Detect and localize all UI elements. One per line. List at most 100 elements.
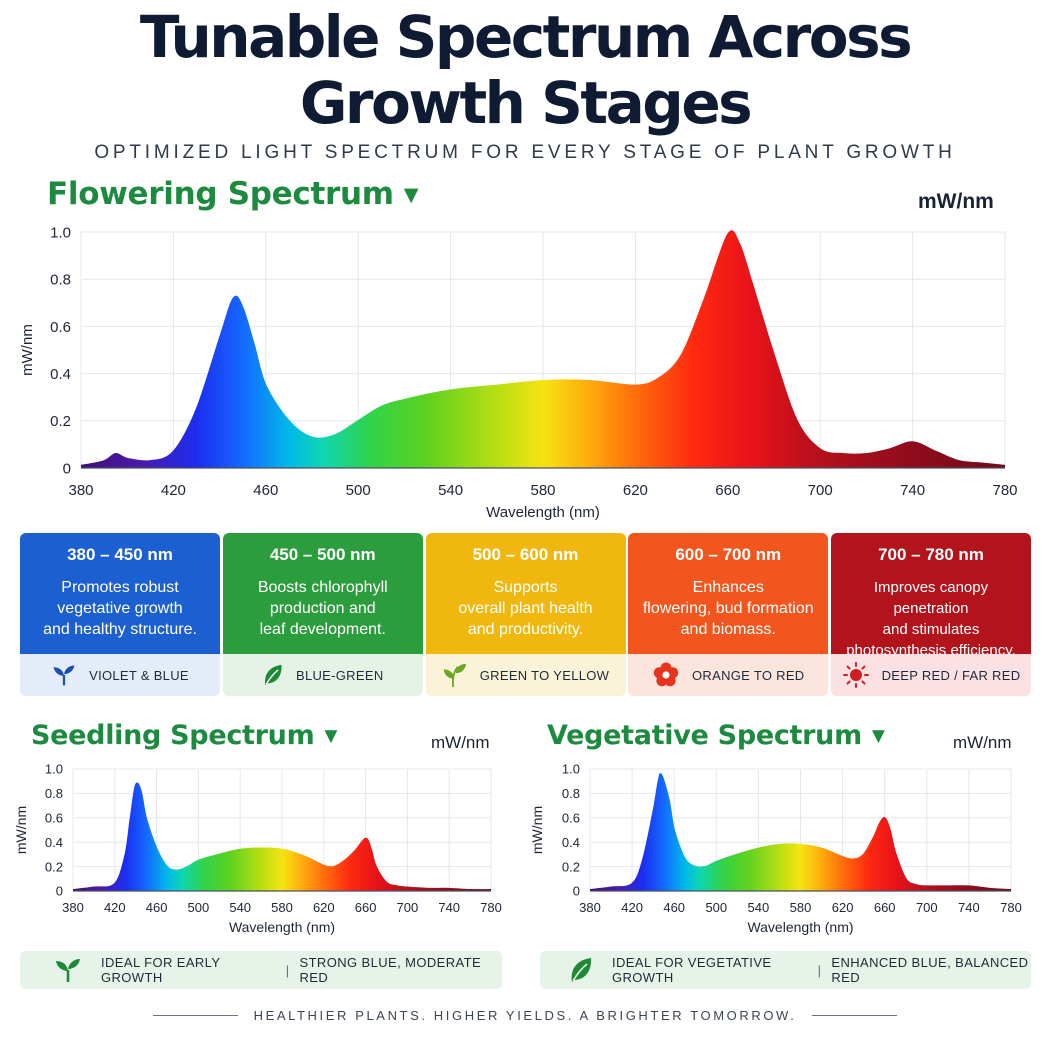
card-description-line: and healthy structure. (43, 621, 197, 638)
x-tick-label: 420 (621, 900, 643, 915)
seedling-chart: 380 420 460 500 540 580 620 660 700 740 780 0 0.2 0.4… (13, 762, 502, 935)
y-tick-label: 1.0 (45, 762, 63, 777)
y-tick-label: 0.2 (50, 413, 71, 430)
x-tick-label: 660 (715, 482, 740, 499)
banner-separator: | (285, 962, 290, 978)
flowering-chart-title[interactable]: Flowering Spectrum ▼ (47, 176, 419, 212)
y-axis-label: mW/nm (13, 806, 29, 854)
card-description: Supports overall plant health and producti… (426, 577, 626, 640)
card-range: 380 – 450 nm (67, 545, 173, 564)
card-header: 700 – 780 nm Improves canopy penetration a… (831, 533, 1031, 659)
spectrum-card: 600 – 700 nm Enhances flowering, bud forma… (628, 533, 829, 696)
seedling-unit-label: mW/nm (431, 733, 490, 752)
y-tick-label: 0.4 (562, 835, 580, 850)
x-tick-label: 700 (808, 482, 833, 499)
x-tick-label: 740 (958, 900, 980, 915)
seedling-chart-title[interactable]: Seedling Spectrum ▼ (31, 720, 337, 751)
x-tick-label: 380 (68, 482, 93, 499)
chevron-down-icon: ▼ (871, 725, 885, 745)
card-description-line: leaf development. (259, 621, 386, 638)
card-description-line: Promotes robust (61, 579, 179, 596)
vegetative-chart-title[interactable]: Vegetative Spectrum ▼ (547, 720, 885, 751)
y-tick-label: 0.8 (50, 272, 71, 289)
x-tick-label: 700 (916, 900, 938, 915)
y-tick-label: 0.2 (562, 859, 580, 874)
leaves-icon (442, 662, 468, 688)
leaf-icon (568, 956, 594, 984)
vegetative-info-banner: IDEAL FOR VEGETATIVE GROWTH | ENHANCED B… (540, 951, 1031, 989)
seedling-banner-left: IDEAL FOR EARLY GROWTH (101, 955, 221, 985)
card-tag-label: BLUE-GREEN (295, 667, 384, 683)
card-description-line: Enhances (692, 579, 764, 596)
page-title: Tunable Spectrum Across Growth Stages (0, 4, 1050, 136)
x-tick-label: 620 (313, 900, 335, 915)
y-tick-label: 0.6 (45, 810, 63, 825)
x-tick-label: 580 (790, 900, 812, 915)
spectrum-area (81, 230, 1005, 468)
vegetative-unit-label: mW/nm (953, 733, 1012, 752)
x-tick-label: 540 (229, 900, 251, 915)
x-tick-label: 380 (62, 900, 84, 915)
y-axis-label: mW/nm (529, 806, 545, 854)
card-description-line: production and (269, 600, 376, 617)
card-description-line: overall plant health (458, 600, 593, 617)
x-tick-label: 500 (188, 900, 210, 915)
vegetative-banner-left: IDEAL FOR VEGETATIVE GROWTH (612, 955, 772, 985)
flowering-title-text: Flowering Spectrum (47, 176, 394, 212)
card-description-line: Improves canopy penetration (873, 579, 989, 617)
card-description-line: Boosts chlorophyll (257, 579, 388, 596)
seedling-banner-right: STRONG BLUE, MODERATE RED (299, 955, 482, 985)
card-description-line: and productivity. (467, 621, 584, 638)
card-description-line: flowering, bud formation (642, 600, 814, 617)
card-tag-label: VIOLET & BLUE (89, 667, 189, 683)
footer-divider-right (812, 1015, 898, 1016)
x-tick-label: 780 (1000, 900, 1022, 915)
spectrum-card: 700 – 780 nm Improves canopy penetration a… (831, 533, 1031, 696)
flowering-chart: 380 420 460 500 540 580 620 660 700 740 780 0 0.2 0.4… (19, 224, 1018, 521)
vegetative-title-text: Vegetative Spectrum (547, 720, 862, 751)
footer-text: HEALTHIER PLANTS. HIGHER YIELDS. A BRIGH… (253, 1008, 797, 1023)
card-range: 600 – 700 nm (675, 545, 782, 564)
chevron-down-icon: ▼ (403, 183, 419, 206)
x-tick-label: 380 (579, 900, 601, 915)
card-description: Promotes robust vegetative growth and heal… (20, 577, 220, 640)
seedling-info-banner: IDEAL FOR EARLY GROWTH | STRONG BLUE, MO… (20, 951, 502, 989)
card-description: Boosts chlorophyll production and leaf dev… (223, 577, 423, 640)
card-header: 380 – 450 nm Promotes robust vegetative gr… (20, 533, 220, 654)
page-title-line2: Growth Stages (299, 69, 753, 137)
y-tick-label: 0.8 (45, 786, 63, 801)
card-tag: DEEP RED / FAR RED (831, 654, 1031, 696)
x-tick-label: 540 (748, 900, 770, 915)
footer-divider-left (152, 1015, 238, 1016)
footer: HEALTHIER PLANTS. HIGHER YIELDS. A BRIGH… (0, 1008, 1050, 1023)
spectrum-line (80, 230, 1006, 467)
x-tick-label: 500 (705, 900, 727, 915)
spectrum-card: 450 – 500 nm Boosts chlorophyll production… (222, 533, 423, 696)
sprout-icon (53, 957, 83, 983)
y-tick-label: 0.4 (45, 835, 63, 850)
y-tick-label: 0 (63, 460, 71, 477)
card-tag-label: GREEN TO YELLOW (479, 667, 610, 683)
spectrum-line (72, 782, 492, 891)
card-range: 450 – 500 nm (269, 545, 376, 564)
card-tag-label: DEEP RED / FAR RED (881, 667, 1021, 683)
card-tag: GREEN TO YELLOW (425, 654, 626, 696)
card-description-line: and biomass. (680, 621, 776, 638)
x-tick-label: 740 (438, 900, 460, 915)
y-tick-label: 0 (573, 884, 580, 899)
sprout-icon (51, 663, 77, 687)
flower-icon (652, 661, 680, 689)
card-tag: BLUE-GREEN (222, 654, 423, 696)
flowering-unit-label: mW/nm (918, 190, 994, 213)
y-axis-label: mW/nm (19, 324, 36, 376)
x-tick-label: 460 (663, 900, 685, 915)
x-axis-label: Wavelength (nm) (486, 504, 600, 521)
vegetative-chart: 380 420 460 500 540 580 620 660 700 740 780 0 0.2 0.4… (529, 762, 1022, 935)
x-tick-label: 460 (253, 482, 278, 499)
seedling-title-text: Seedling Spectrum (31, 720, 315, 751)
sun-icon (842, 661, 870, 689)
card-description: Enhances flowering, bud formation and biom… (628, 577, 828, 640)
x-tick-label: 460 (146, 900, 168, 915)
card-description-line: Supports (493, 579, 558, 596)
x-tick-label: 580 (530, 482, 555, 499)
